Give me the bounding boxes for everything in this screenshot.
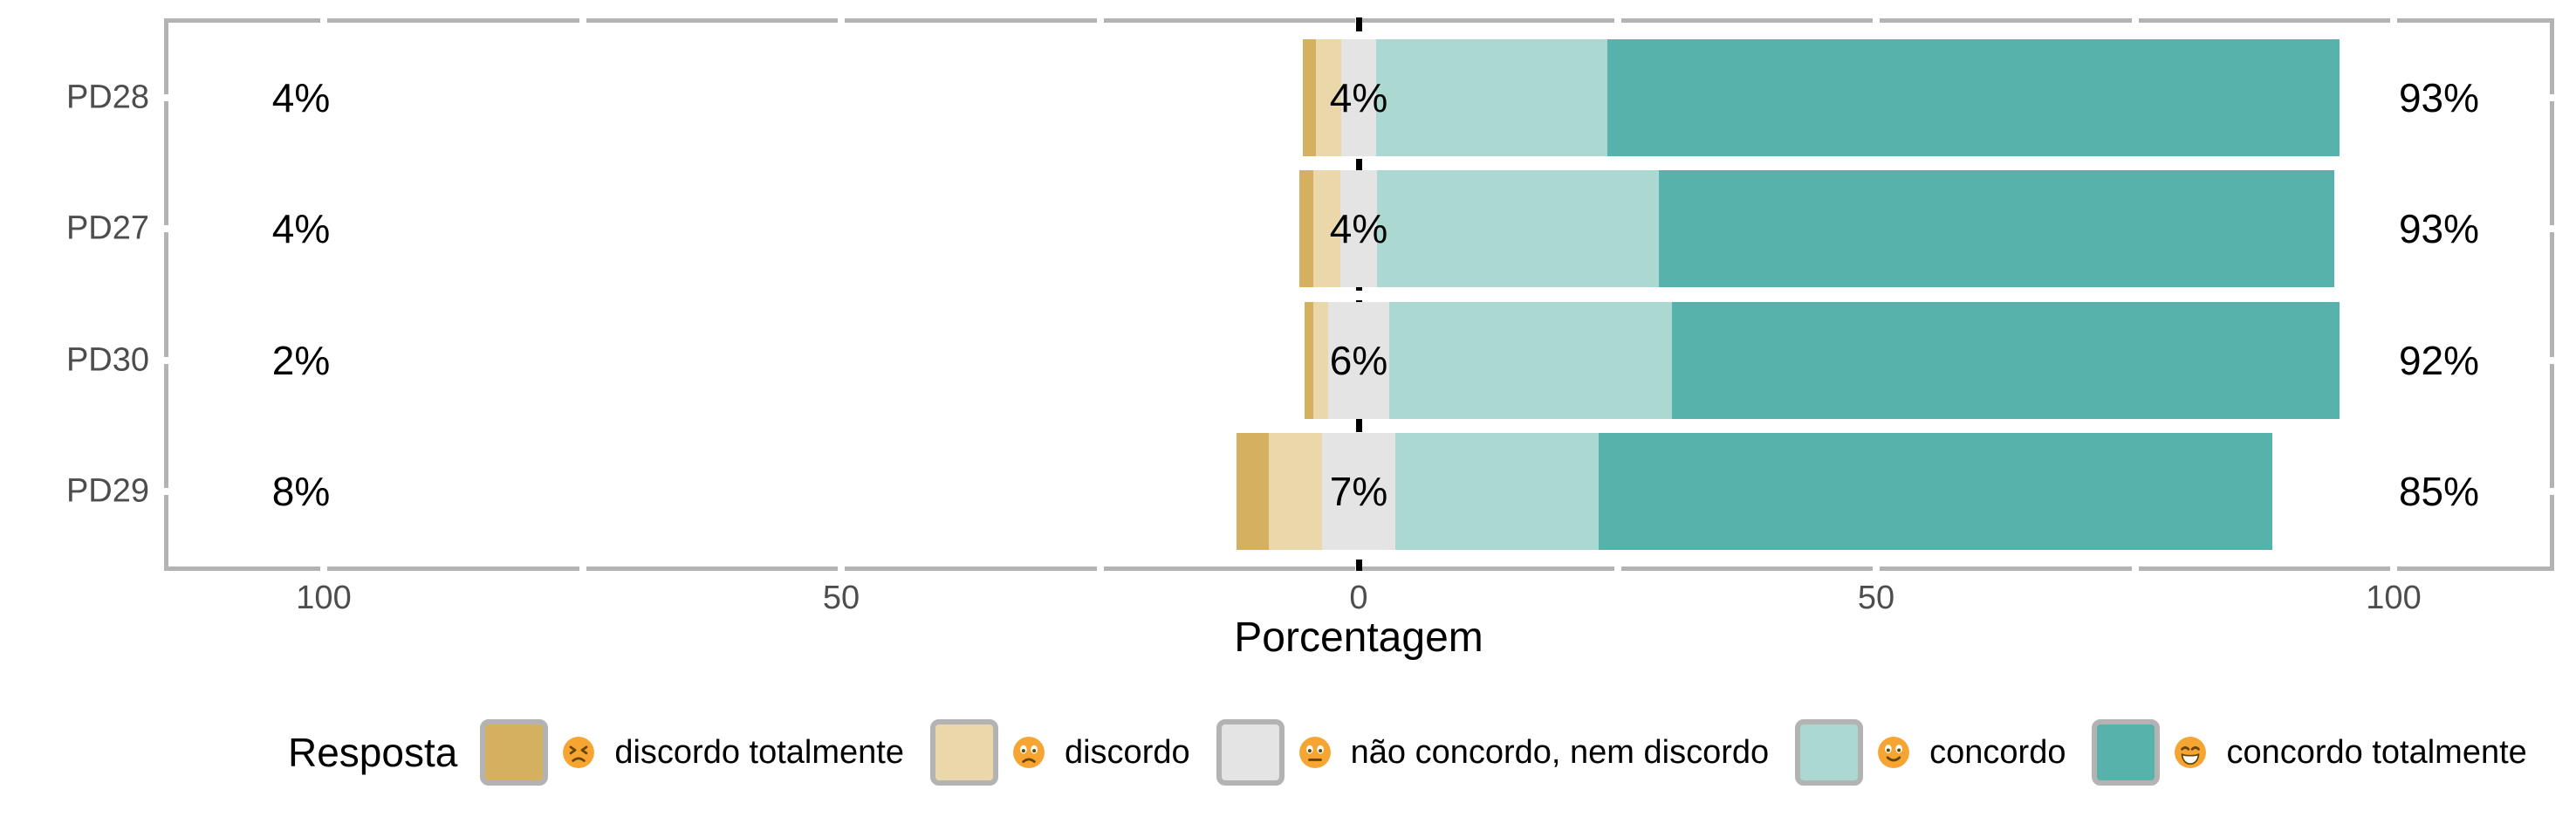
legend: Resposta discordo totalmente discordo [288,718,2553,786]
slightly-smiling-face-icon [1878,737,1910,768]
axis-tick-gap [1873,18,1880,23]
legend-item: discordo [929,719,1190,786]
legend-item: concordo [1795,719,2066,786]
x-axis-tick-label: 0 [1349,580,1368,616]
grinning-face-icon [2175,737,2207,768]
axis-tick-gap [164,225,168,232]
value-label-center: 4% [1329,74,1388,120]
y-axis-label: PD28 [65,79,149,115]
legend-key-neutro [1216,719,1285,786]
axis-tick-gap [164,93,168,101]
bar-segment [1376,38,1607,156]
axis-tick-gap [2131,566,2139,571]
bar-segment [1388,301,1672,419]
axis-tick-gap [164,356,168,364]
bar-segment [1328,301,1389,419]
bar-row [1304,301,2340,419]
value-label-right: 93% [2398,74,2480,120]
bar-segment [1299,170,1313,287]
x-axis-tick-label: 100 [2366,580,2422,616]
axis-tick-gap [320,566,327,571]
x-axis-tick-label: 50 [822,580,860,616]
axis-tick-gap [2390,566,2397,571]
legend-title: Resposta [288,730,458,775]
value-label-right: 93% [2398,206,2480,251]
bar-segment [1658,170,2335,287]
bar-segment [1304,301,1314,419]
axis-tick-gap [2550,93,2554,101]
legend-key-discordo-totalmente [480,719,549,786]
bar-row [1237,432,2273,550]
axis-tick-gap [1613,18,1621,23]
legend-label: concordo totalmente [2226,733,2527,771]
value-label-center: 6% [1329,337,1388,383]
neutral-face-icon [1298,737,1331,768]
bar-row [1302,38,2340,156]
axis-tick-gap [2390,18,2397,23]
bar-segment [1394,432,1600,550]
axis-tick-gap [579,18,586,23]
axis-tick-gap [838,18,845,23]
value-label-center: 4% [1329,206,1388,251]
value-label-left: 2% [271,337,331,383]
y-axis-label: PD29 [65,472,149,509]
bar-segment [1671,301,2340,419]
axis-tick-gap [1873,566,1880,571]
value-label-left: 8% [271,468,331,514]
bar-segment [1302,38,1317,156]
x-axis-title: Porcentagem [1234,615,1483,661]
axis-tick-gap [164,487,168,495]
bar-segment [1312,170,1340,287]
confounded-face-icon [563,737,595,768]
zero-reference-line [1355,17,1362,571]
legend-key-concordo [1795,719,1864,786]
bar-segment [1268,432,1323,550]
legend-label: concordo [1929,733,2066,771]
bar-row [1299,170,2335,287]
value-label-left: 4% [271,206,331,251]
axis-tick-gap [838,566,845,571]
axis-tick-gap [2131,18,2139,23]
value-label-right: 85% [2398,468,2480,514]
value-label-left: 4% [271,74,331,120]
axis-tick-gap [579,566,586,571]
legend-item: discordo totalmente [480,719,904,786]
bar-segment [1607,38,2340,156]
legend-key-discordo [929,719,998,786]
value-label-center: 7% [1329,468,1388,514]
frowning-face-icon [1013,737,1045,768]
axis-tick-gap [1613,566,1621,571]
axis-tick-gap [1096,566,1104,571]
y-axis-label: PD30 [65,341,149,378]
x-axis-tick-label: 50 [1857,580,1895,616]
y-axis-label: PD27 [65,209,149,247]
legend-key-concordo-totalmente [2092,719,2161,786]
legend-label: discordo [1064,733,1190,771]
legend-label: não concordo, nem discordo [1350,733,1770,771]
axis-tick-gap [320,18,327,23]
bar-segment [1377,170,1659,287]
legend-item: concordo totalmente [2092,719,2527,786]
axis-tick-gap [1096,18,1104,23]
legend-item: não concordo, nem discordo [1216,719,1770,786]
legend-label: discordo totalmente [614,733,904,771]
bar-segment [1339,170,1378,287]
bar-segment [1322,432,1395,550]
axis-tick-gap [2550,356,2554,364]
bar-segment [1340,38,1377,156]
axis-tick-gap [2550,487,2554,495]
bar-segment [1237,432,1269,550]
value-label-right: 92% [2398,337,2480,383]
bar-segment [1316,38,1341,156]
bar-segment [1599,432,2273,550]
axis-tick-gap [2550,225,2554,232]
bar-segment [1313,301,1328,419]
x-axis-tick-label: 100 [296,580,352,616]
